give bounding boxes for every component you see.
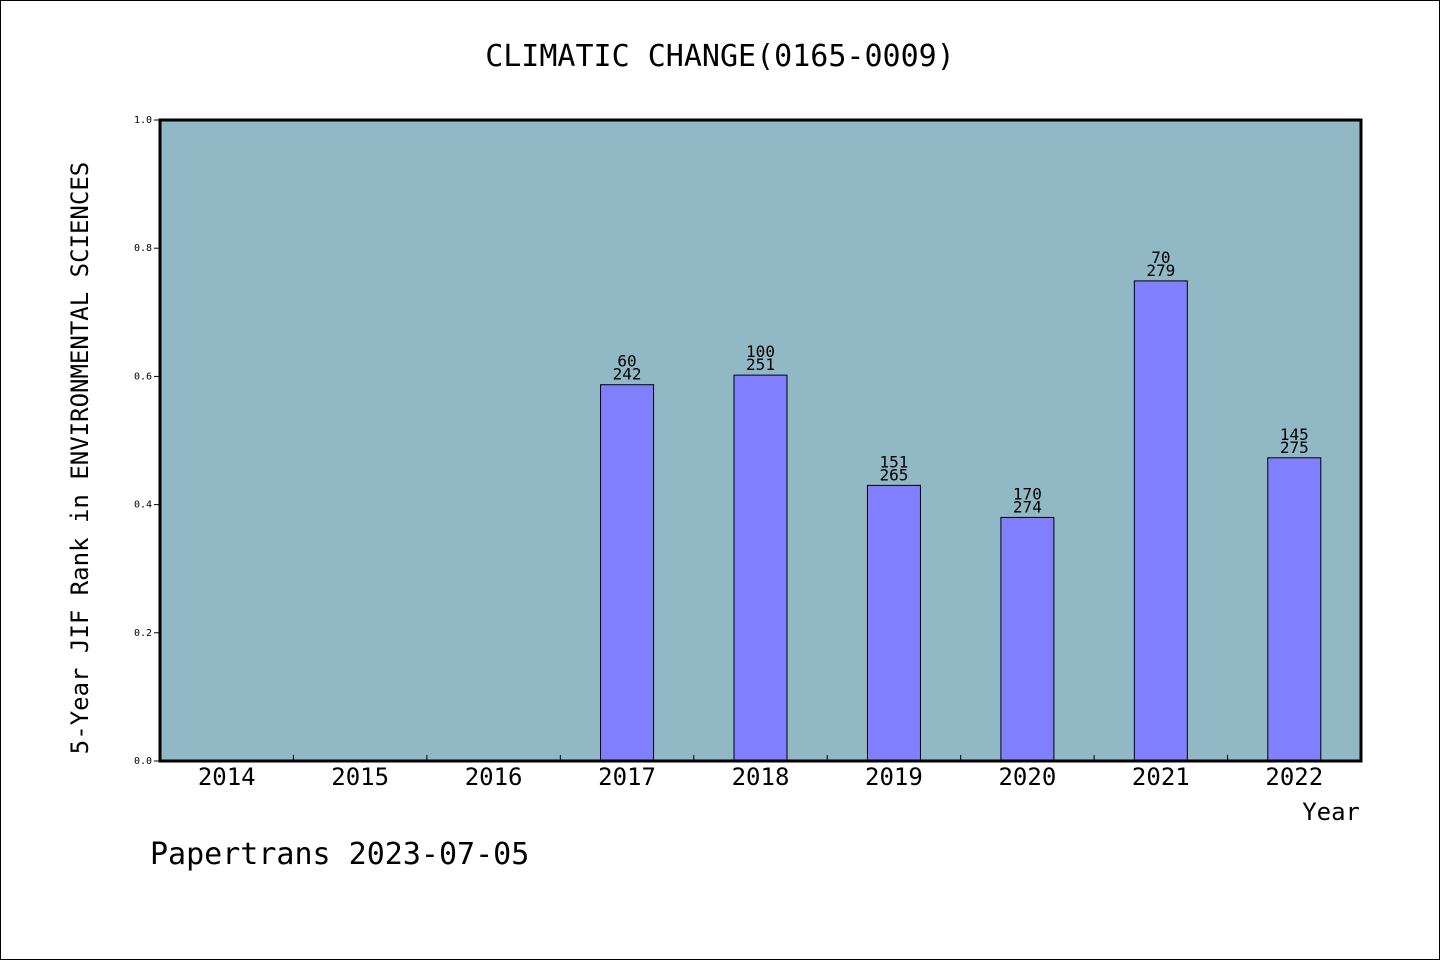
y-tick-label: 0.2	[134, 628, 152, 639]
y-tick-label: 0.8	[134, 243, 152, 254]
y-tick-label: 0.4	[134, 500, 152, 511]
x-axis-label: Year	[1302, 798, 1360, 826]
x-tick-label: 2022	[1265, 763, 1323, 791]
rank-label: 100	[746, 342, 775, 361]
y-tick-label: 0.6	[134, 371, 152, 382]
total-label: 251	[746, 355, 775, 374]
bar-2018	[733, 374, 788, 762]
bar-2019	[866, 484, 921, 762]
x-tick-label: 2017	[598, 763, 656, 791]
rank-label: 151	[879, 452, 908, 471]
y-tick-label: 1.0	[134, 115, 152, 126]
x-tick-label: 2020	[998, 763, 1056, 791]
footer-text: Papertrans 2023-07-05	[150, 837, 529, 872]
total-label: 274	[1013, 497, 1042, 516]
rank-label: 60	[617, 352, 636, 371]
chart-title: CLIMATIC CHANGE(0165-0009)	[485, 39, 955, 74]
bar-2022	[1267, 457, 1322, 762]
bar-2020	[1000, 516, 1055, 762]
rank-label: 170	[1013, 484, 1042, 503]
x-tick-label: 2015	[331, 763, 389, 791]
x-axis: 2014 2015 2016 2017 2018 2019 2020 2021 2022	[198, 755, 1323, 791]
total-label: 242	[613, 365, 642, 384]
rank-label: 145	[1280, 425, 1309, 444]
rank-label: 70	[1151, 248, 1170, 267]
total-label: 279	[1146, 261, 1175, 280]
y-axis: 0.0 0.2 0.4 0.6 0.8 1.0	[134, 115, 160, 767]
x-tick-label: 2016	[465, 763, 523, 791]
plot-border	[158, 118, 1363, 763]
y-tick-label: 0.0	[134, 756, 152, 767]
bar-2017	[600, 384, 655, 762]
x-tick-label: 2019	[865, 763, 923, 791]
bar-2021	[1133, 280, 1188, 762]
x-tick-label: 2014	[198, 763, 256, 791]
total-label: 265	[879, 465, 908, 484]
x-tick-label: 2018	[732, 763, 790, 791]
bars-group	[600, 280, 1322, 762]
x-tick-label: 2021	[1132, 763, 1190, 791]
y-axis-label: 5-Year JIF Rank in ENVIRONMENTAL SCIENCE…	[66, 162, 94, 754]
total-label: 275	[1280, 438, 1309, 457]
